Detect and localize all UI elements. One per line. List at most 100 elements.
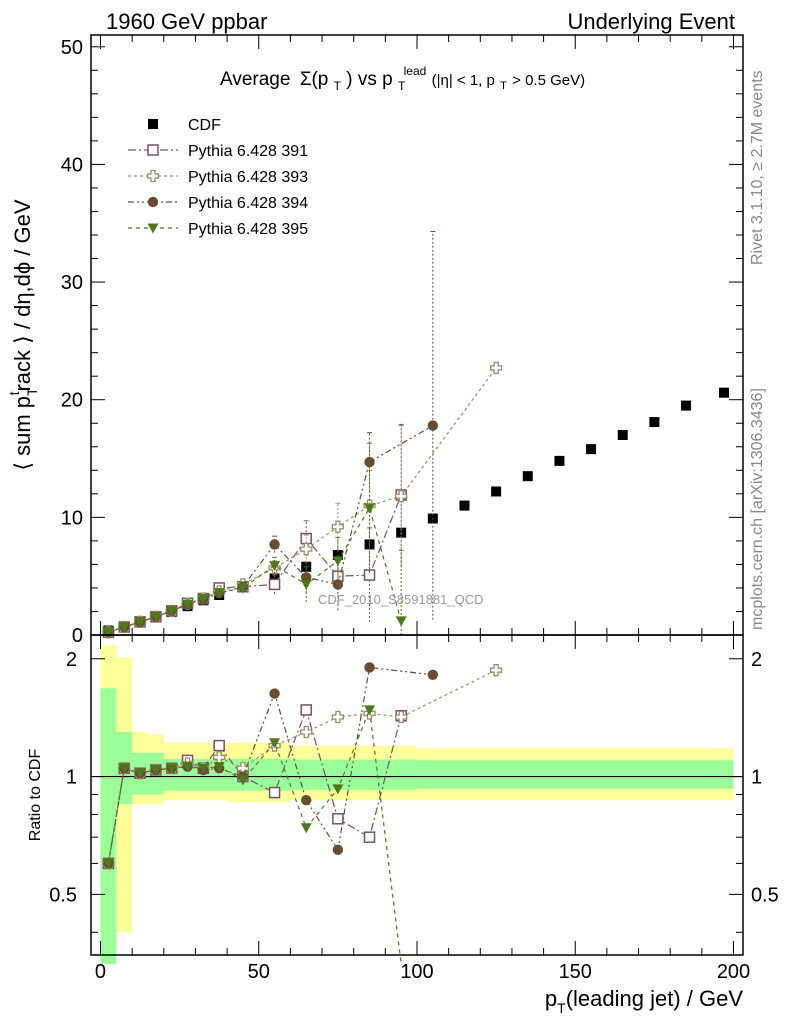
point-p395 — [213, 588, 225, 599]
series-line-p394 — [108, 425, 434, 633]
ratio-point-p395 — [300, 823, 312, 834]
ratio-band-inner — [100, 688, 734, 964]
point-p395 — [269, 561, 281, 572]
xtick-label: 0 — [95, 961, 106, 983]
xtick-label: 200 — [717, 961, 750, 983]
point-p395 — [102, 627, 114, 638]
ratio-point-p395 — [364, 705, 376, 716]
analysis-watermark: CDF_2010_S8591881_QCD — [318, 592, 484, 607]
point-p395 — [150, 612, 162, 623]
ratio-point-p395 — [166, 763, 178, 774]
ratio-point-p395 — [197, 763, 209, 774]
point-cdf — [681, 400, 692, 411]
point-p395 — [166, 606, 178, 617]
xtick-label: 50 — [248, 961, 270, 983]
xlabel: pT(leading jet) / GeV — [545, 986, 743, 1016]
point-p394 — [269, 539, 280, 550]
point-p395 — [134, 617, 146, 628]
point-p391 — [268, 578, 281, 591]
ratio-band-outer — [100, 644, 734, 964]
point-p393 — [395, 490, 408, 503]
point-p395 — [118, 622, 130, 633]
header-left: 1960 GeV ppbar — [106, 9, 267, 34]
point-cdf — [522, 471, 533, 482]
ratio-point-p391 — [300, 704, 312, 716]
legend-marker-p395 — [147, 223, 159, 234]
ratio-point-p395 — [332, 784, 344, 795]
point-p393 — [300, 542, 313, 556]
ratio-point-p393 — [331, 710, 345, 724]
ratio-point-p395 — [269, 738, 281, 749]
ratio-point-p395 — [237, 775, 249, 786]
ratio-point-p394 — [269, 688, 280, 699]
legend-marker-cdf — [148, 119, 158, 129]
ratio-point-p391 — [332, 813, 344, 825]
ratio-ytick-label: 1 — [66, 767, 77, 789]
axes: 0 10 20 30 40 50 0 50 100 150 200 0.5 0.5 1 1 2 2 — [49, 35, 779, 983]
ratio-point-p394 — [332, 844, 344, 855]
legend-label-p395: Pythia 6.428 395 — [188, 221, 308, 238]
ratio-ylabel: Ratio to CDF — [27, 749, 44, 842]
point-p391 — [363, 569, 376, 581]
ratio-point-p394 — [301, 795, 312, 806]
ratio-plot-marks — [102, 662, 503, 964]
main-ytick-label: 50 — [61, 37, 83, 59]
point-cdf — [459, 500, 470, 511]
legend-marker-p393 — [146, 169, 160, 183]
series-line-p395 — [108, 506, 402, 633]
point-cdf — [617, 430, 628, 440]
ratio-point-p393 — [300, 725, 313, 739]
point-p394 — [364, 456, 375, 468]
main-ytick-label: 20 — [61, 390, 83, 412]
main-ytick-label: 0 — [72, 625, 83, 647]
main-ytick-label: 10 — [61, 507, 83, 529]
point-cdf — [586, 444, 597, 455]
ratio-point-p395 — [213, 762, 225, 773]
main-ytick-label: 30 — [61, 272, 83, 294]
ratio-point-p395 — [182, 762, 194, 773]
rivet-label: Rivet 3.1.10, ≥ 2.7M events — [749, 70, 766, 265]
ratio-uncertainty-bands — [100, 644, 734, 964]
ratio-point-p395 — [118, 763, 130, 774]
main-plot-marks — [102, 230, 730, 639]
point-cdf — [719, 387, 730, 398]
point-cdf — [649, 417, 660, 428]
legend: CDF Pythia 6.428 391 Pythia 6.428 393 Pythi… — [128, 117, 308, 238]
ratio-point-p391 — [213, 739, 225, 752]
point-p395 — [197, 594, 209, 605]
point-p395 — [364, 503, 376, 514]
point-cdf — [269, 573, 280, 584]
ratio-ytick-label-right: 2 — [751, 649, 762, 671]
legend-label-cdf: CDF — [188, 117, 221, 134]
ratio-point-p393 — [395, 710, 408, 724]
ratio-point-p394 — [364, 662, 375, 673]
plot-title: Average Σ(p T ) vs p T lead (|η| < 1, p … — [220, 59, 585, 95]
ratio-point-p395 — [102, 858, 114, 869]
mcplots-label: mcplots.cern.ch [arXiv:1306.3436] — [749, 388, 766, 630]
ratio-ytick-label-right: 1 — [751, 767, 762, 789]
xtick-label: 100 — [400, 961, 433, 983]
main-ylabel: ⟨ sum pTtrack ⟩ / dη,dϕ / GeV — [6, 199, 40, 470]
xtick-label: 150 — [559, 961, 592, 983]
point-p394 — [427, 420, 439, 431]
point-cdf — [554, 455, 565, 466]
ratio-point-p394 — [427, 669, 439, 680]
point-p393 — [489, 361, 503, 375]
ratio-point-p395 — [150, 765, 162, 776]
legend-label-p391: Pythia 6.428 391 — [188, 143, 308, 160]
legend-label-p394: Pythia 6.428 394 — [188, 195, 308, 212]
ratio-ytick-label: 2 — [66, 649, 77, 671]
point-p393 — [331, 520, 345, 533]
header-right: Underlying Event — [567, 9, 735, 34]
point-p395 — [182, 599, 194, 610]
point-p395 — [237, 583, 249, 594]
ratio-point-p391 — [268, 786, 281, 799]
ratio-point-p395 — [134, 768, 146, 779]
ratio-point-p391 — [363, 831, 376, 843]
ratio-point-p393 — [489, 664, 503, 677]
point-cdf — [491, 486, 502, 497]
point-p395 — [395, 616, 407, 627]
legend-marker-p394 — [147, 196, 159, 208]
ratio-ytick-label: 0.5 — [49, 884, 77, 906]
